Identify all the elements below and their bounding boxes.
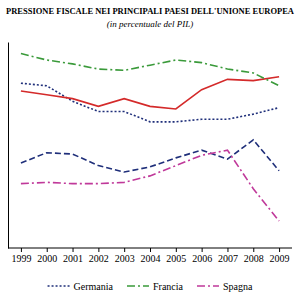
x-tick: 2001 [63,248,83,264]
x-tick-mark [73,248,74,252]
x-tick-mark [279,248,280,252]
x-tick-label: 2001 [63,253,83,264]
lines [21,54,279,221]
y-axis-line [8,43,9,249]
x-tick-mark [21,248,22,252]
subtitle: (in percentuale del PIL) [107,19,193,29]
x-tick-label: 2005 [166,253,186,264]
legend-swatch [127,285,149,287]
series-line [21,77,279,109]
x-tick-label: 2004 [141,253,161,264]
x-tick: 2000 [37,248,57,264]
chart: PRESSIONE FISCALE NEI PRINCIPALI PAESI D… [0,0,300,300]
x-tick-label: 2000 [37,253,57,264]
x-tick: 2006 [192,248,212,264]
x-tick: 2007 [218,248,238,264]
x-tick-label: 2006 [192,253,212,264]
legend-label: Spagna [223,281,253,292]
legend-item: Francia [127,281,184,292]
y-axis [8,43,9,249]
x-tick: 2002 [89,248,109,264]
x-tick: 2004 [141,248,161,264]
legend-swatch [197,285,219,287]
x-tick-label: 2007 [218,253,238,264]
legend: Germania Francia Spagna [48,281,253,292]
legend-label: Francia [153,281,184,292]
legend-item: Spagna [197,281,253,292]
legend-label: Germania [74,281,114,292]
x-tick: 2003 [115,248,135,264]
x-tick: 2009 [270,248,290,264]
x-tick-label: 1999 [11,253,31,264]
series-line [21,83,279,122]
x-tick-label: 2009 [270,253,290,264]
legend-item: Germania [48,281,114,292]
x-tick: 1999 [11,248,31,264]
x-tick-mark [202,248,203,252]
legend-swatch [48,285,70,287]
x-tick-mark [150,248,151,252]
x-tick-mark [98,248,99,252]
x-tick: 2005 [166,248,186,264]
x-tick-label: 2002 [89,253,109,264]
series-line [21,140,279,172]
series-line [21,54,279,86]
x-tick-label: 2003 [115,253,135,264]
x-tick-mark [47,248,48,252]
x-tick-label: 2008 [244,253,264,264]
x-tick-mark [176,248,177,252]
x-tick-mark [124,248,125,252]
x-tick-mark [227,248,228,252]
title: PRESSIONE FISCALE NEI PRINCIPALI PAESI D… [6,7,294,16]
series-line [21,150,279,221]
x-tick-mark [253,248,254,252]
x-axis: 1999 2000 2001 2002 2003 2004 2005 2006 2007 2008… [8,248,292,264]
x-tick: 2008 [244,248,264,264]
